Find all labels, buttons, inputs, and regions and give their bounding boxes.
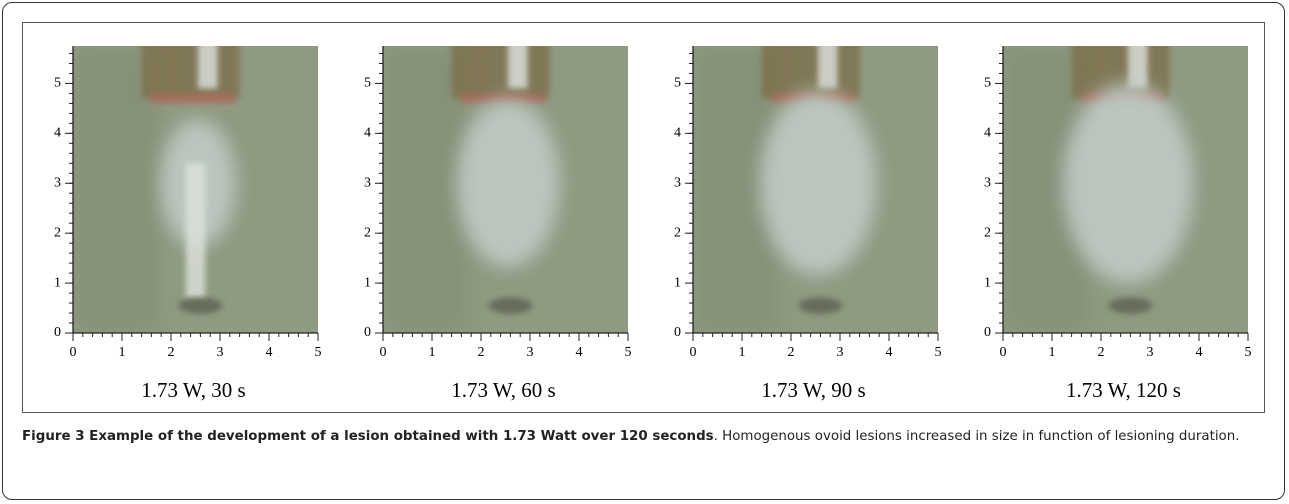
- x-tick-label: 0: [70, 345, 77, 360]
- x-tick-label: 4: [886, 345, 893, 360]
- x-tick-label: 5: [935, 345, 942, 360]
- x-tick-label: 1: [119, 345, 126, 360]
- x-tick-label: 2: [478, 345, 485, 360]
- x-tick-label: 4: [1196, 345, 1203, 360]
- photo: [1003, 46, 1248, 333]
- x-tick-label: 5: [625, 345, 632, 360]
- caption-title: Figure 3 Example of the development of a…: [22, 429, 714, 444]
- photo: [73, 46, 318, 333]
- y-tick-label: 0: [984, 325, 991, 340]
- y-tick-label: 1: [364, 275, 371, 290]
- panel-label: 1.73 W, 90 s: [761, 378, 865, 402]
- panel-label: 1.73 W, 120 s: [1066, 378, 1181, 402]
- x-tick-label: 0: [1000, 345, 1007, 360]
- y-tick-label: 5: [984, 76, 991, 91]
- y-tick-label: 4: [54, 126, 61, 141]
- lesion: [456, 99, 560, 268]
- x-tick-label: 3: [527, 345, 534, 360]
- probe-color: [141, 46, 240, 99]
- probe-lower: [185, 163, 206, 299]
- photo: [693, 46, 938, 333]
- x-tick-label: 0: [690, 345, 697, 360]
- x-tick-label: 1: [1049, 345, 1056, 360]
- y-tick-label: 2: [674, 225, 681, 240]
- y-tick-label: 4: [674, 126, 681, 141]
- y-tick-label: 0: [54, 325, 61, 340]
- y-tick-label: 0: [364, 325, 371, 340]
- lesion: [759, 91, 877, 276]
- x-tick-label: 2: [168, 345, 175, 360]
- probe-tip: [798, 297, 843, 314]
- x-tick-label: 4: [576, 345, 583, 360]
- probe-color: [451, 46, 550, 99]
- x-tick-label: 0: [380, 345, 387, 360]
- y-tick-label: 3: [54, 175, 61, 190]
- x-tick-label: 4: [266, 345, 273, 360]
- caption-text: . Homogenous ovoid lesions increased in …: [713, 429, 1240, 444]
- x-tick-label: 2: [788, 345, 795, 360]
- caption: Figure 3 Example of the development of a…: [22, 424, 1265, 449]
- probe-shaft: [197, 46, 218, 89]
- probe-tip: [1108, 297, 1153, 314]
- x-tick-label: 2: [1098, 345, 1105, 360]
- panel-label: 1.73 W, 60 s: [451, 378, 555, 402]
- probe-shaft: [507, 46, 528, 89]
- probe-shaft: [1127, 46, 1148, 89]
- figure: 0 1 2 3 4 5 0 1 2 3 4 5 1.73 W, 30 s 0 1 2 3 4 5 0 1 2 3 4 5 1.73…: [54, 46, 1252, 402]
- photo: [383, 46, 628, 333]
- x-tick-label: 3: [1147, 345, 1154, 360]
- y-tick-label: 0: [674, 325, 681, 340]
- y-tick-label: 5: [54, 76, 61, 91]
- y-tick-label: 2: [364, 225, 371, 240]
- y-tick-label: 2: [984, 225, 991, 240]
- y-tick-label: 1: [674, 275, 681, 290]
- y-tick-label: 5: [674, 76, 681, 91]
- y-tick-label: 4: [364, 126, 371, 141]
- y-tick-label: 3: [984, 175, 991, 190]
- y-tick-label: 5: [364, 76, 371, 91]
- x-tick-label: 1: [429, 345, 436, 360]
- probe-red: [461, 93, 545, 104]
- probe-shaft: [817, 46, 838, 89]
- lesion: [1062, 83, 1194, 284]
- x-tick-label: 5: [1245, 345, 1252, 360]
- y-tick-label: 1: [54, 275, 61, 290]
- panel-label: 1.73 W, 30 s: [141, 378, 245, 402]
- x-tick-label: 3: [837, 345, 844, 360]
- x-tick-label: 5: [315, 345, 322, 360]
- probe-tip: [178, 297, 223, 314]
- x-tick-label: 3: [217, 345, 224, 360]
- probe-red: [151, 93, 235, 104]
- y-tick-label: 3: [674, 175, 681, 190]
- y-tick-label: 2: [54, 225, 61, 240]
- probe-color: [761, 46, 860, 99]
- y-tick-label: 1: [984, 275, 991, 290]
- y-tick-label: 4: [984, 126, 991, 141]
- image-frame: [22, 22, 1265, 413]
- y-tick-label: 3: [364, 175, 371, 190]
- probe-tip: [488, 297, 533, 314]
- x-tick-label: 1: [739, 345, 746, 360]
